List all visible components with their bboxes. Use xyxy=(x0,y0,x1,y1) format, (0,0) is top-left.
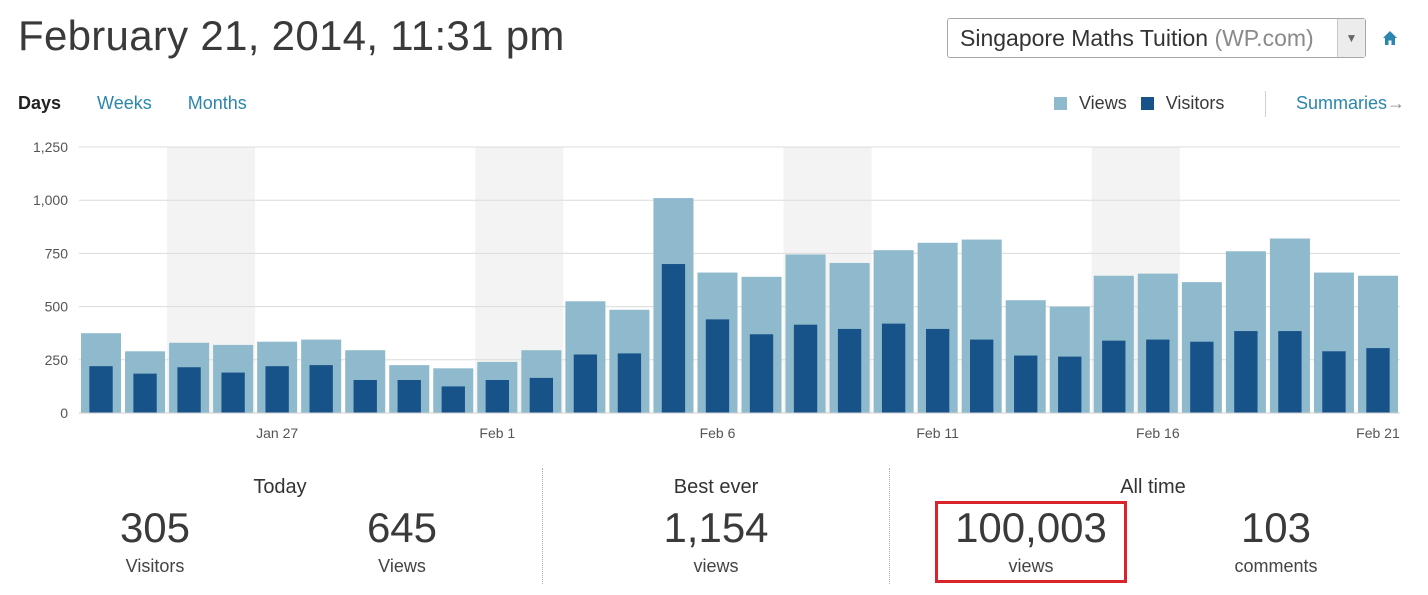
x-tick-label: Feb 21 xyxy=(1356,425,1400,441)
summaries-link[interactable]: Summaries→ xyxy=(1296,93,1406,113)
bar-visitors xyxy=(397,380,421,413)
bar-visitors xyxy=(573,354,598,413)
stats-divider xyxy=(542,468,543,584)
x-tick-label: Jan 27 xyxy=(256,425,298,441)
bar-visitors xyxy=(353,380,377,413)
all-time-views-value: 100,003 xyxy=(955,504,1107,551)
legend-item-visitors: Visitors xyxy=(1140,93,1225,114)
bar-visitors xyxy=(221,372,245,413)
stats-divider xyxy=(889,468,890,584)
x-tick-label: Feb 16 xyxy=(1136,425,1180,441)
today-views-label: Views xyxy=(378,556,426,576)
legend-swatch-visitors xyxy=(1140,97,1154,110)
tab-weeks[interactable]: Weeks xyxy=(97,93,152,113)
legend-swatch-views xyxy=(1054,97,1067,110)
chart-legend: Views Visitors xyxy=(1054,93,1238,114)
bar-visitors xyxy=(177,367,201,413)
today-visitors-label: Visitors xyxy=(125,556,185,576)
bar-visitors xyxy=(1278,331,1302,413)
y-tick-label: 250 xyxy=(45,352,69,368)
legend-label-views: Views xyxy=(1079,93,1127,113)
page-title: February 21, 2014, 11:31 pm xyxy=(18,12,565,59)
period-tabs: Days Weeks Months xyxy=(18,93,283,114)
x-tick-label: Feb 1 xyxy=(479,425,515,441)
y-tick-label: 1,250 xyxy=(33,139,68,155)
bar-visitors xyxy=(265,366,289,413)
views-chart: 0 250 500 750 1,000 1,250 Jan 27 Feb 1 Feb 6 Feb … xyxy=(33,139,1400,441)
bar-visitors xyxy=(1014,355,1038,413)
tab-days[interactable]: Days xyxy=(18,93,62,113)
legend-item-views: Views xyxy=(1054,93,1127,114)
legend-divider xyxy=(1265,91,1266,117)
y-tick-label: 1,000 xyxy=(33,192,68,208)
today-visitors-value: 305 xyxy=(119,504,191,551)
bar-visitors xyxy=(1322,351,1346,413)
bar-visitors xyxy=(1146,339,1170,413)
bar-visitors xyxy=(749,334,774,413)
home-icon[interactable] xyxy=(1382,30,1398,46)
bar-visitors xyxy=(705,319,730,413)
bar-visitors xyxy=(970,339,994,413)
bar-visitors xyxy=(1102,340,1126,413)
highlight-annotation-box xyxy=(935,501,1127,583)
all-time-comments-value: 103 xyxy=(1240,504,1312,551)
site-select-value: Singapore Maths Tuition (WP.com) xyxy=(960,24,1314,51)
all-time-comments-label: comments xyxy=(1234,556,1318,576)
y-tick-label: 750 xyxy=(45,245,69,261)
legend-label-visitors: Visitors xyxy=(1165,93,1225,113)
today-views-value: 645 xyxy=(366,504,438,551)
bar-visitors xyxy=(1366,348,1390,413)
site-select[interactable]: Singapore Maths Tuition (WP.com) ▼ xyxy=(947,18,1366,58)
bar-visitors xyxy=(309,365,333,413)
today-heading: Today xyxy=(253,476,307,498)
bar-visitors xyxy=(837,328,862,413)
bar-visitors xyxy=(133,373,157,413)
best-ever-heading: Best ever xyxy=(673,476,759,498)
x-tick-label: Feb 6 xyxy=(700,425,736,441)
bar-visitors xyxy=(485,380,509,413)
all-time-heading: All time xyxy=(1120,476,1186,498)
y-tick-label: 0 xyxy=(60,405,68,421)
bar-visitors xyxy=(617,353,642,413)
x-tick-label: Feb 11 xyxy=(916,425,959,441)
bar-visitors xyxy=(793,324,818,413)
chevron-down-icon[interactable]: ▼ xyxy=(1337,19,1365,57)
bar-visitors xyxy=(89,366,113,413)
y-tick-label: 500 xyxy=(45,299,69,315)
bar-visitors xyxy=(1058,356,1082,413)
bar-visitors xyxy=(529,377,554,413)
all-time-views-label: views xyxy=(1008,556,1054,576)
best-ever-value: 1,154 xyxy=(663,504,769,551)
arrow-right-icon: → xyxy=(1387,93,1406,113)
best-ever-label: views xyxy=(693,556,739,576)
bar-visitors xyxy=(881,323,906,413)
bar-visitors xyxy=(661,264,686,413)
stats-summary: Today 305 Visitors 645 Views Best ever 1… xyxy=(0,468,1428,595)
bar-visitors xyxy=(441,386,465,413)
tab-months[interactable]: Months xyxy=(187,93,247,113)
bar-visitors xyxy=(1190,341,1214,413)
bar-visitors xyxy=(925,328,950,413)
bar-visitors xyxy=(1234,331,1258,413)
